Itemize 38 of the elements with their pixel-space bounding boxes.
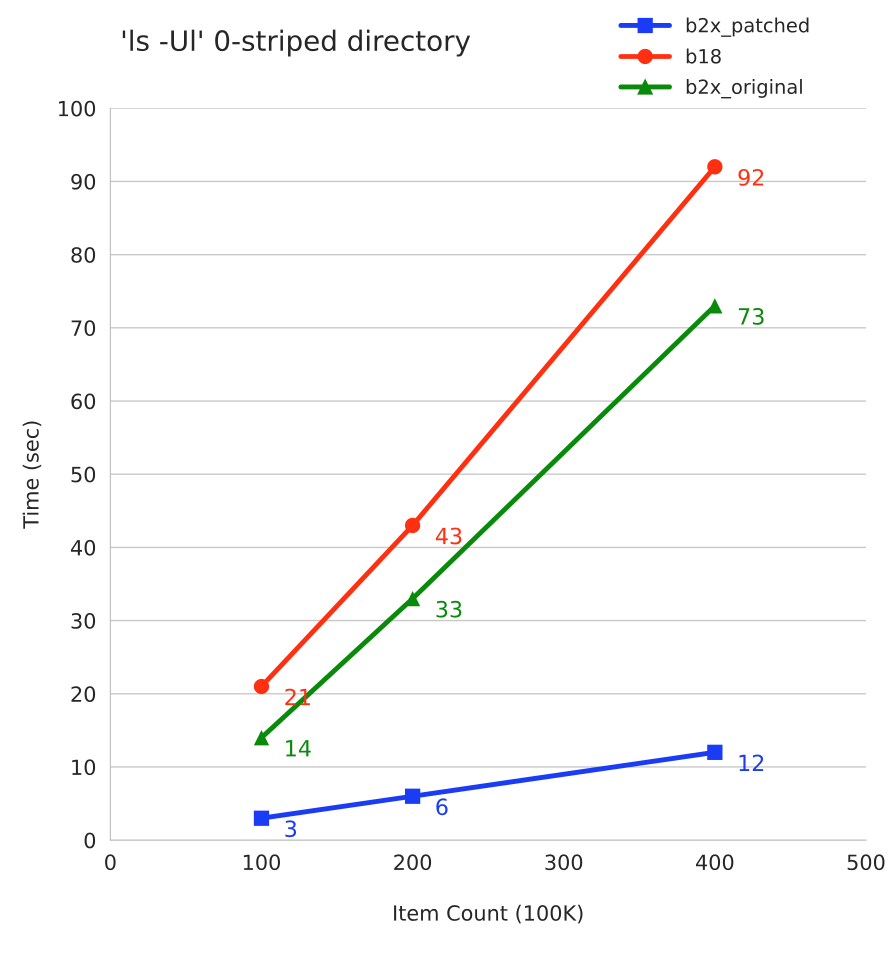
point	[254, 810, 270, 826]
data-label: 73	[738, 308, 764, 325]
data-label: 14	[286, 740, 311, 756]
data-label: 92	[738, 168, 764, 186]
legend-label: b2x_patched	[686, 18, 808, 37]
y-tick-label: 10	[72, 759, 96, 776]
y-tick-label: 70	[72, 320, 96, 336]
data-label: 33	[436, 600, 462, 618]
y-tick-label: 90	[71, 174, 96, 190]
x-tick-label: 200	[394, 854, 432, 870]
point	[707, 159, 722, 174]
y-tick-label: 20	[71, 686, 96, 702]
y-tick-label: 100	[58, 100, 96, 116]
data-label: 12	[740, 754, 764, 771]
legend-label: b18	[686, 48, 721, 64]
point	[404, 788, 420, 804]
x-tick-label: 500	[848, 854, 884, 870]
x-axis-title: Item Count (100K)	[394, 904, 582, 924]
y-tick-label: 50	[72, 466, 96, 482]
x-tick-label: 400	[696, 854, 734, 870]
y-axis-title: Time (sec)	[22, 422, 42, 529]
y-tick-label: 80	[71, 247, 96, 263]
data-label: 43	[436, 528, 462, 544]
data-label: 6	[436, 798, 448, 816]
y-tick-label: 0	[84, 832, 96, 848]
x-tick-label: 300	[545, 854, 582, 870]
y-tick-label: 40	[70, 540, 96, 556]
point	[254, 730, 270, 746]
legend-label: b2x_original	[686, 79, 802, 98]
point	[707, 744, 722, 760]
x-tick-label: 0	[105, 854, 116, 870]
chart-title: 'ls -Ul' 0-striped directory	[122, 30, 470, 57]
x-tick-label: 100	[244, 854, 280, 870]
point	[254, 678, 270, 694]
y-tick-label: 60	[71, 393, 96, 410]
point	[404, 518, 420, 534]
data-label: 3	[285, 820, 296, 838]
y-tick-label: 30	[72, 613, 96, 629]
